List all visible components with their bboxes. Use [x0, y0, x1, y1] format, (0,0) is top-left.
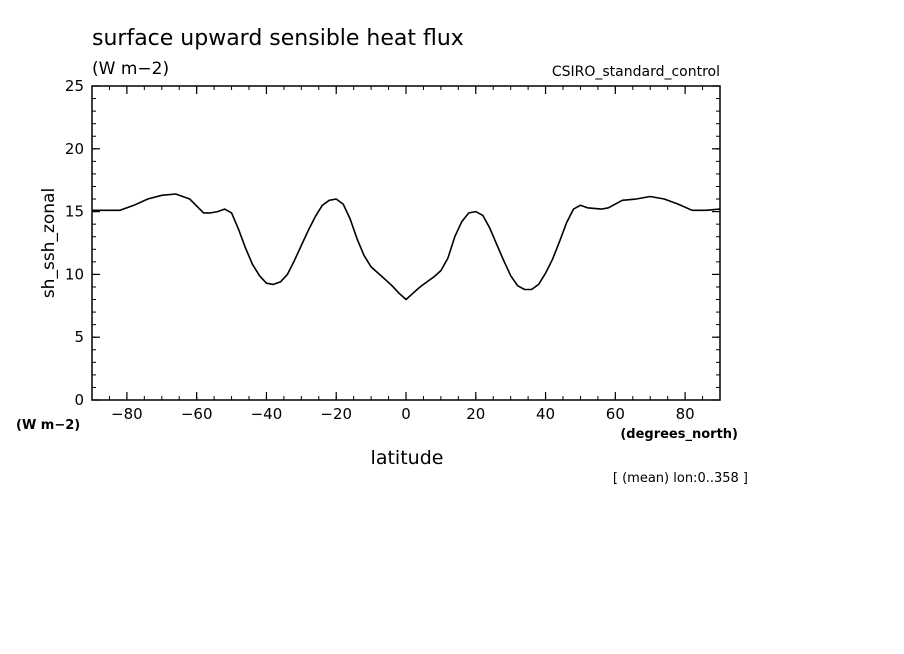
y-tick-label: 5 [74, 328, 84, 346]
source-label: CSIRO_standard_control [552, 64, 720, 80]
footnote: [ (mean) lon:0..358 ] [613, 471, 748, 486]
x-axis: −80 −60 −40 −20 0 20 40 60 80 [111, 86, 695, 423]
y-units-label: (W m−2) [16, 418, 80, 433]
chart-units: (W m−2) [92, 59, 169, 79]
x-tick-label: 20 [466, 405, 485, 423]
x-tick-label: 40 [536, 405, 555, 423]
y-tick-label: 10 [65, 265, 84, 283]
x-tick-label: 60 [606, 405, 625, 423]
y-tick-label: 15 [65, 203, 84, 221]
y-tick-label: 20 [65, 140, 84, 158]
y-tick-label: 0 [74, 391, 84, 409]
chart-title: surface upward sensible heat flux [92, 26, 464, 51]
x-tick-label: 0 [401, 405, 411, 423]
minor-ticks [91, 85, 721, 401]
x-tick-label: −80 [111, 405, 143, 423]
y-axis-label: sh_ssh_zonal [39, 188, 59, 298]
x-tick-label: −20 [320, 405, 352, 423]
x-tick-label: −40 [251, 405, 283, 423]
plot-frame [91, 85, 721, 401]
x-tick-label: 80 [676, 405, 695, 423]
x-units-label: (degrees_north) [620, 427, 738, 442]
series-line [92, 193, 721, 301]
y-axis: 0 5 10 15 20 25 [65, 77, 720, 409]
x-tick-label: −60 [181, 405, 213, 423]
x-axis-label: latitude [371, 447, 444, 469]
y-tick-label: 25 [65, 77, 84, 95]
